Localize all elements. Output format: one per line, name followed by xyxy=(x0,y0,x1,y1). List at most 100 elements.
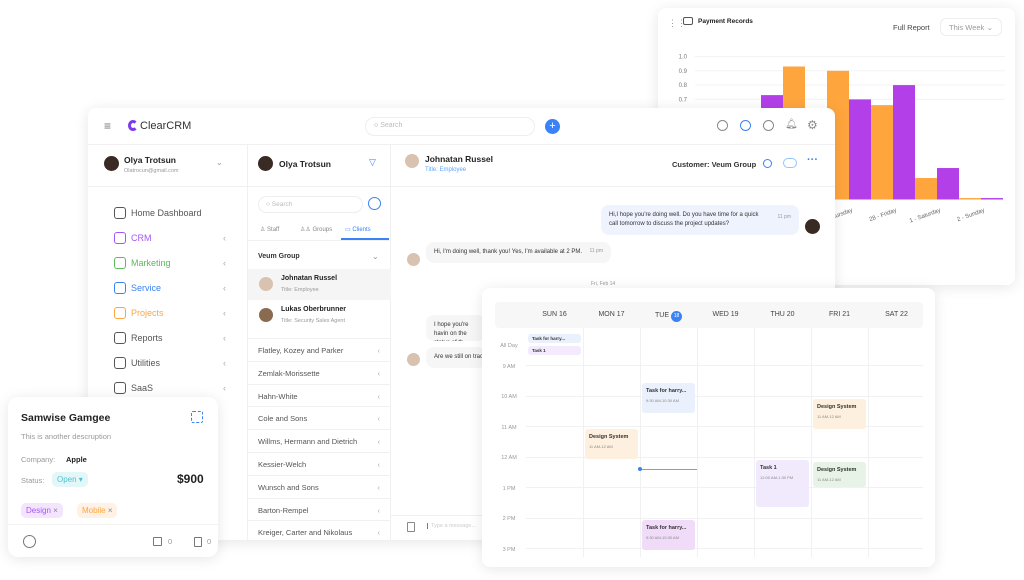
card-icon xyxy=(683,17,693,25)
file-icon[interactable] xyxy=(194,537,202,547)
client-item[interactable]: Hahn-White ‹ xyxy=(248,383,390,407)
event-title: Task for harry... xyxy=(646,388,687,394)
allday-event[interactable]: Task 1 xyxy=(528,346,581,355)
remove-tag-icon[interactable]: × xyxy=(107,506,113,515)
sidebar-item[interactable]: SaaS ‹ xyxy=(114,382,226,394)
chat-contact-name: Johnatan Russel xyxy=(425,154,494,164)
member-item[interactable]: Johnatan Russel Title: Employee xyxy=(248,269,391,300)
menu-icon[interactable]: ≡ xyxy=(104,119,112,133)
link-icon[interactable] xyxy=(153,537,162,546)
nav-label: SaaS xyxy=(131,383,154,393)
day-header[interactable]: SUN 16 xyxy=(542,311,567,318)
calendar-header: SUN 16 MON 17 TUE 18 WED 19 THU 20 FRI 2… xyxy=(495,302,923,328)
add-chat-icon[interactable] xyxy=(368,197,381,210)
client-item[interactable]: Willms, Hermann and Dietrich ‹ xyxy=(248,429,390,452)
sidebar-item[interactable]: Projects ‹ xyxy=(114,307,226,319)
tag-mobile[interactable]: Mobile × xyxy=(77,503,118,518)
status-dropdown[interactable]: Open ▾ xyxy=(52,472,88,487)
search-placeholder: Search xyxy=(271,201,293,208)
bar xyxy=(981,198,1003,200)
event-time: 9:30 AM-10:30 AM xyxy=(646,535,679,540)
event-time: 11 AM-12 AM xyxy=(589,444,613,449)
customer-label: Customer: Veum Group xyxy=(672,160,757,169)
allday-event[interactable]: Task for harry... xyxy=(528,334,581,343)
day-header[interactable]: WED 19 xyxy=(712,311,739,318)
drag-handle-icon[interactable]: ⋮⋮ xyxy=(668,18,686,28)
chat-icon[interactable] xyxy=(740,120,751,131)
client-item[interactable]: Wunsch and Sons ‹ xyxy=(248,474,390,498)
tab-clients[interactable]: ▭ Clients xyxy=(345,227,371,233)
contacts-search-input[interactable]: ○ Search xyxy=(258,196,363,213)
member-item[interactable]: Lukas Oberbrunner Title: Security Sales … xyxy=(248,300,391,331)
group-name[interactable]: Veum Group xyxy=(258,253,300,260)
company-value: Apple xyxy=(66,455,87,464)
range-select[interactable]: This Week ⌄ xyxy=(940,18,1002,36)
day-header[interactable]: SAT 22 xyxy=(885,311,908,318)
calendar-event[interactable]: Task for harry... 9:30 AM-10:30 AM xyxy=(642,383,695,413)
calendar-event[interactable]: Task for harry... 9:30 AM-10:30 AM xyxy=(642,520,695,550)
calendar-event[interactable]: Task 1 12:00 AM-1:30 PM xyxy=(756,460,809,507)
more-icon[interactable]: ··· xyxy=(807,154,818,166)
gear-icon[interactable]: ⚙ xyxy=(807,118,818,132)
user-menu-chevron-icon[interactable]: ⌄ xyxy=(216,158,223,167)
sidebar-item[interactable]: Marketing ‹ xyxy=(114,257,226,269)
client-item[interactable]: Flatley, Kozey and Parker ‹ xyxy=(248,338,390,361)
sidebar-item[interactable]: Utilities ‹ xyxy=(114,357,226,369)
sidebar-item[interactable]: Service ‹ xyxy=(114,282,226,294)
day-header[interactable]: THU 20 xyxy=(770,311,795,318)
sidebar-item[interactable]: CRM ‹ xyxy=(114,232,226,244)
time-label: 10 AM xyxy=(501,394,517,400)
bar xyxy=(915,178,937,200)
bell-icon[interactable]: 🔔︎ xyxy=(785,119,798,130)
week-calendar: SUN 16 MON 17 TUE 18 WED 19 THU 20 FRI 2… xyxy=(482,288,935,567)
expand-icon[interactable] xyxy=(191,411,203,423)
nav-icon xyxy=(114,282,126,294)
message-text: Hi, I'm doing well, thank you! Yes, I'm … xyxy=(434,249,583,255)
sidebar-item[interactable]: Reports ‹ xyxy=(114,332,226,344)
client-item[interactable]: Zemlak-Morissette ‹ xyxy=(248,360,390,384)
top-bar: ≡ ClearCRM ○ Search + 🔔︎ ⚙ xyxy=(88,108,835,145)
deal-card[interactable]: Samwise Gamgee This is another descrupti… xyxy=(8,397,218,557)
day-header[interactable]: FRI 21 xyxy=(828,311,850,318)
day-header[interactable]: MON 17 xyxy=(598,311,625,318)
calendar-event[interactable]: Design System 11 AM-12 AM xyxy=(813,462,866,487)
client-item[interactable]: Barton-Rempel ‹ xyxy=(248,497,390,521)
calendar-event[interactable]: Design System 11 AM-12 AM xyxy=(585,429,638,459)
nav-label: Home Dashboard xyxy=(131,208,202,218)
chevron-left-icon: ‹ xyxy=(377,460,381,469)
remove-tag-icon[interactable]: × xyxy=(53,506,58,515)
nav-icon xyxy=(114,382,126,394)
check-circle-icon[interactable] xyxy=(717,120,728,131)
time-label: 2 PM xyxy=(502,516,516,522)
event-time: 9:30 AM-10:30 AM xyxy=(646,398,679,403)
sidebar-item[interactable]: Home Dashboard xyxy=(114,207,226,219)
client-name: Hahn-White xyxy=(258,391,298,401)
add-button[interactable]: + xyxy=(545,119,560,134)
chevron-down-icon[interactable]: ⌄ xyxy=(372,252,379,261)
member-title: Title: Employee xyxy=(281,287,319,293)
today-badge: 18 xyxy=(670,311,682,322)
nav-icon xyxy=(114,207,126,219)
full-report-link[interactable]: Full Report xyxy=(893,23,930,32)
message-input[interactable]: Type a message... xyxy=(427,523,476,529)
tag-design[interactable]: Design × xyxy=(21,503,63,518)
client-item[interactable]: Kessier-Welch ‹ xyxy=(248,452,390,475)
tab-staff[interactable]: ♙ Staff xyxy=(260,227,280,233)
attach-file-icon[interactable] xyxy=(407,522,415,532)
client-item[interactable]: Cole and Sons ‹ xyxy=(248,406,390,429)
tab-groups[interactable]: ♙♙ Groups xyxy=(300,227,333,233)
logo-icon xyxy=(128,120,138,131)
calendar-event[interactable]: Design System 11 AM-12 AM xyxy=(813,399,866,429)
user-icon[interactable] xyxy=(23,535,36,548)
global-search-input[interactable]: ○ Search xyxy=(365,117,535,136)
nav-label: Projects xyxy=(131,308,164,318)
filter-icon[interactable]: ▽ xyxy=(369,157,376,167)
client-item[interactable]: Kreiger, Carter and Nikolaus ‹ xyxy=(248,520,390,543)
day-header-today[interactable]: TUE 18 xyxy=(640,311,697,322)
search-icon[interactable] xyxy=(763,159,772,168)
nav-label: Reports xyxy=(131,333,163,343)
message-outgoing: Hi,I hope you're doing well. Do you have… xyxy=(601,205,799,235)
avatar xyxy=(407,253,420,266)
call-icon[interactable] xyxy=(783,158,797,168)
clock-user-icon[interactable] xyxy=(763,120,774,131)
